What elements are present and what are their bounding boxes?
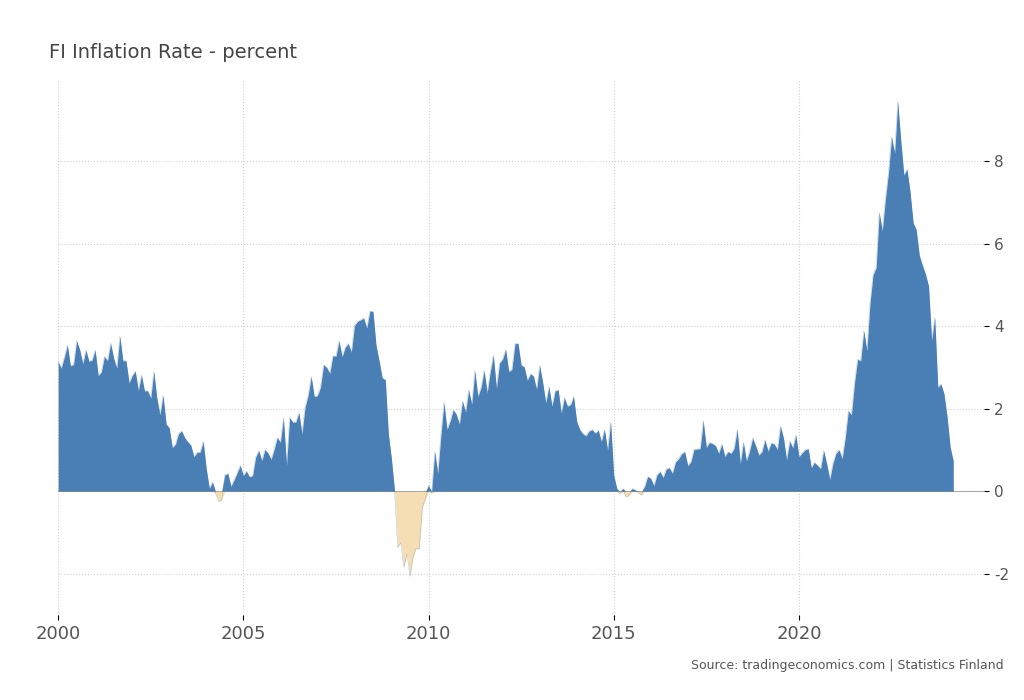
Text: FI Inflation Rate - percent: FI Inflation Rate - percent (49, 43, 297, 62)
Text: Source: tradingeconomics.com | Statistics Finland: Source: tradingeconomics.com | Statistic… (691, 659, 1004, 672)
